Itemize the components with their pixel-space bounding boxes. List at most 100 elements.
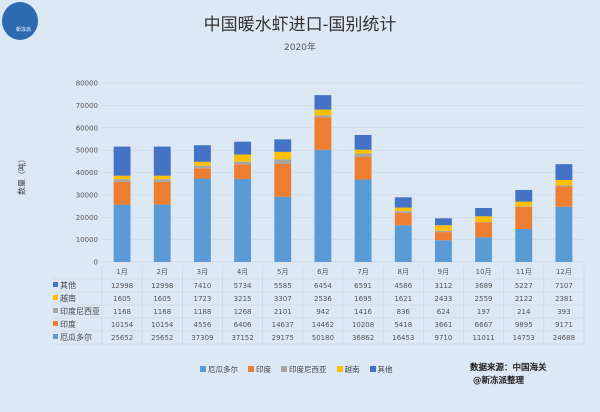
bar-segment (354, 179, 372, 262)
y-tick-label: 80000 (76, 80, 98, 88)
table-cell: 2122 (515, 295, 533, 303)
table-cell: 10154 (111, 321, 134, 329)
source-line-1: 数据来源：中国海关 (470, 363, 547, 373)
table-cell: 214 (517, 308, 531, 316)
bar-segment (354, 153, 372, 157)
bar-segment (234, 141, 252, 155)
table-cell: 5418 (394, 321, 412, 329)
table-row-label: 越南 (60, 293, 76, 303)
bar-segment (314, 109, 332, 116)
table-cell: 25652 (151, 334, 173, 342)
bar-segment (434, 232, 452, 241)
logo-text: 新冻派 (16, 27, 32, 33)
table-cell: 6454 (314, 282, 332, 290)
table-cell: 1168 (153, 308, 171, 316)
bar-segment (434, 240, 452, 262)
table-cell: 9171 (555, 321, 573, 329)
table-cell: 12998 (111, 282, 133, 290)
bar-segment (475, 237, 493, 262)
bar-segment (434, 225, 452, 231)
table-cell: 3689 (475, 282, 493, 290)
bar-segment (274, 159, 292, 164)
table-cell: 5227 (515, 282, 533, 290)
table-cell: 4586 (394, 282, 412, 290)
y-tick-label: 20000 (76, 214, 98, 222)
bar-segment (475, 216, 493, 223)
table-cell: 4556 (194, 321, 212, 329)
table-cell: 6667 (475, 321, 493, 329)
table-cell: 6591 (354, 282, 372, 290)
y-tick-label: 70000 (76, 102, 98, 110)
bar-segment (113, 204, 131, 262)
table-cell: 50180 (312, 334, 334, 342)
bar-segment (354, 149, 372, 154)
logo: 新冻派 (2, 2, 38, 40)
bar-segment (234, 178, 252, 262)
bar-segment (193, 165, 211, 169)
bar-segment (555, 185, 573, 187)
table-legend-swatch (53, 308, 58, 313)
table-cell: 9710 (435, 334, 453, 342)
table-cell: 2536 (314, 295, 332, 303)
bar-segment (113, 175, 131, 180)
y-tick-label: 40000 (76, 169, 98, 177)
legend-swatch (336, 366, 343, 372)
source-line-2: @新冻派整理 (473, 376, 525, 386)
x-tick-label: 2月 (157, 268, 168, 276)
bar-segment (193, 168, 211, 179)
x-tick-label: 8月 (398, 268, 409, 276)
table-cell: 1268 (234, 308, 252, 316)
legend-item: 印度 (248, 364, 271, 375)
legend-label: 其他 (377, 365, 393, 374)
bar-segment (113, 181, 131, 205)
table-cell: 12998 (151, 282, 173, 290)
legend-label: 印度 (256, 365, 271, 374)
table-cell: 624 (437, 308, 451, 316)
legend-swatch (281, 366, 287, 372)
bar-segment (515, 201, 533, 207)
table-cell: 2381 (555, 295, 573, 303)
chart-title: 中国暖水虾进口-国别统计 (203, 15, 397, 35)
x-tick-label: 9月 (438, 268, 449, 276)
legend-item: 其他 (369, 364, 393, 375)
bar-segment (515, 206, 533, 229)
bar-segment (153, 146, 171, 176)
x-tick-label: 5月 (277, 268, 288, 276)
legend-label: 厄瓜多尔 (208, 365, 238, 374)
table-cell: 1168 (113, 308, 131, 316)
table-row-label: 厄瓜多尔 (60, 332, 92, 342)
bar-segment (394, 211, 412, 214)
table-row-label: 其他 (60, 280, 76, 290)
bar-segment (555, 186, 573, 207)
legend-swatch (369, 366, 376, 372)
y-tick-label: 60000 (76, 124, 98, 132)
bar-segment (434, 230, 452, 233)
legend-swatch (248, 366, 254, 372)
table-cell: 1723 (194, 295, 212, 303)
table-cell: 1621 (394, 295, 412, 303)
bar-segment (314, 95, 332, 110)
table-cell: 2433 (435, 295, 453, 303)
legend-swatch (200, 366, 206, 372)
bar-segment (153, 204, 171, 262)
bar-segment (234, 154, 252, 162)
table-cell: 36862 (352, 334, 374, 342)
table-cell: 942 (316, 308, 329, 316)
table-cell: 10208 (352, 321, 374, 329)
bar-segment (193, 178, 211, 262)
table-cell: 5585 (274, 282, 292, 290)
table-cell: 5734 (234, 282, 252, 290)
bar-segment (314, 117, 332, 150)
bar-segment (475, 208, 493, 217)
bar-segment (555, 180, 573, 186)
legend-label: 印度尼西亚 (289, 365, 327, 374)
bar-segment (555, 206, 573, 262)
bar-segment (193, 145, 211, 162)
table-cell: 14753 (513, 334, 535, 342)
bar-segment (394, 207, 412, 212)
table-cell: 1605 (113, 295, 131, 303)
table-cell: 3307 (274, 295, 292, 303)
table-cell: 3661 (435, 321, 453, 329)
table-cell: 37309 (191, 334, 213, 342)
